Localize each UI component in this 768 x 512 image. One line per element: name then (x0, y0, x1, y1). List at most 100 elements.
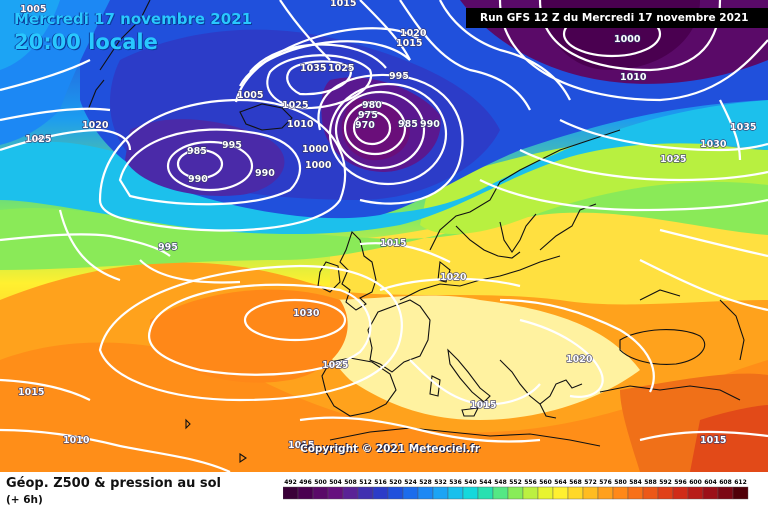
scale-swatch (717, 486, 734, 500)
scale-tick-label: 512 (359, 479, 372, 486)
pressure-label: 980 (362, 100, 382, 111)
pressure-label: 1035 (300, 63, 326, 74)
scale-swatch (642, 486, 659, 500)
scale-tick-label: 580 (614, 479, 627, 486)
scale-tick-label: 600 (689, 479, 702, 486)
scale-tick-label: 572 (584, 479, 597, 486)
color-scale: 492 496 500 504 508 512 516 520 524 528 532 536 540 5… (282, 478, 753, 510)
scale-tick-label: 496 (299, 479, 312, 486)
pressure-label: 985 (187, 146, 207, 157)
scale-swatch (417, 486, 434, 500)
pressure-label: 1025 (328, 63, 354, 74)
scale-tick-label: 552 (509, 479, 522, 486)
scale-swatch (492, 486, 509, 500)
pressure-label: 1000 (305, 160, 332, 171)
scale-swatch (387, 486, 404, 500)
pressure-label: 990 (188, 174, 208, 185)
scale-swatch (462, 486, 479, 500)
scale-tick-label: 492 (284, 479, 297, 486)
pressure-label: 1015 (470, 400, 496, 411)
scale-tick-label: 544 (479, 479, 492, 486)
scale-swatch (432, 486, 449, 500)
pressure-label: 1020 (566, 354, 593, 365)
scale-swatch (552, 486, 569, 500)
scale-swatch (312, 486, 329, 500)
pressure-label: 970 (355, 120, 375, 131)
map-title: Géop. Z500 & pression au sol (6, 476, 221, 491)
pressure-label: 1030 (293, 308, 320, 319)
scale-swatch (297, 486, 314, 500)
pressure-label: 990 (420, 119, 440, 130)
scale-tick-label: 576 (599, 479, 612, 486)
pressure-label: 1015 (396, 38, 422, 49)
coastlines (87, 0, 745, 464)
pressure-label: 1025 (322, 360, 348, 371)
pressure-label: 1015 (380, 238, 406, 249)
pressure-label: 1000 (614, 34, 641, 45)
scale-tick-label: 584 (629, 479, 642, 486)
scale-swatch (477, 486, 494, 500)
scale-swatch (687, 486, 704, 500)
scale-swatch (537, 486, 554, 500)
forecast-offset: (+ 6h) (6, 494, 43, 506)
copyright-label: Copyright © 2021 Meteociel.fr (300, 443, 480, 455)
scale-swatch (522, 486, 539, 500)
scale-swatch (567, 486, 584, 500)
scale-swatch (657, 486, 674, 500)
pressure-label: 1025 (25, 134, 51, 145)
pressure-label: 1000 (302, 144, 329, 155)
scale-tick-label: 556 (524, 479, 537, 486)
scale-tick-label: 500 (314, 479, 327, 486)
date-label: Mercredi 17 novembre 2021 (14, 10, 253, 28)
pressure-label: 1020 (440, 272, 467, 283)
pressure-label: 1020 (400, 28, 427, 39)
scale-tick-label: 536 (449, 479, 462, 486)
pressure-label: 995 (158, 242, 178, 253)
scale-tick-label: 608 (719, 479, 732, 486)
scale-tick-label: 568 (569, 479, 582, 486)
legend-footer: Géop. Z500 & pression au sol (+ 6h) 492 4… (0, 472, 768, 512)
scale-tick-label: 520 (389, 479, 402, 486)
scale-tick-label: 508 (344, 479, 357, 486)
scale-tick-label: 560 (539, 479, 552, 486)
pressure-label: 995 (222, 140, 242, 151)
pressure-label: 1015 (330, 0, 356, 9)
run-info-label: Run GFS 12 Z du Mercredi 17 novembre 202… (466, 8, 768, 28)
pressure-label: 1025 (282, 100, 308, 111)
scale-swatch (402, 486, 419, 500)
scale-swatch (732, 486, 749, 500)
pressure-label: 1010 (63, 435, 90, 446)
scale-swatch (672, 486, 689, 500)
pressure-label: 985 (398, 119, 418, 130)
pressure-label: 1025 (660, 154, 686, 165)
pressure-label: 990 (255, 168, 275, 179)
scale-tick-label: 604 (704, 479, 717, 486)
pressure-label: 1030 (700, 139, 727, 150)
scale-swatch (327, 486, 344, 500)
scale-tick-label: 592 (659, 479, 672, 486)
pressure-label: 1015 (288, 440, 314, 451)
scale-swatch (447, 486, 464, 500)
scale-tick-label: 588 (644, 479, 657, 486)
scale-swatch (357, 486, 374, 500)
pressure-label: 1015 (700, 435, 726, 446)
scale-swatch (372, 486, 389, 500)
scale-tick-label: 564 (554, 479, 567, 486)
scale-swatch (282, 486, 299, 500)
pressure-label: 1015 (18, 387, 44, 398)
pressure-label: 995 (389, 71, 409, 82)
time-label: 20:00 locale (14, 30, 158, 54)
scale-tick-label: 548 (494, 479, 507, 486)
scale-tick-label: 524 (404, 479, 417, 486)
pressure-label: 1005 (237, 90, 263, 101)
scale-swatch (582, 486, 599, 500)
scale-tick-label: 504 (329, 479, 342, 486)
scale-swatch (627, 486, 644, 500)
pressure-label: 1010 (620, 72, 647, 83)
pressure-label: 1005 (20, 4, 46, 15)
scale-swatch (342, 486, 359, 500)
scale-tick-label: 612 (734, 479, 747, 486)
isobars (0, 0, 768, 472)
